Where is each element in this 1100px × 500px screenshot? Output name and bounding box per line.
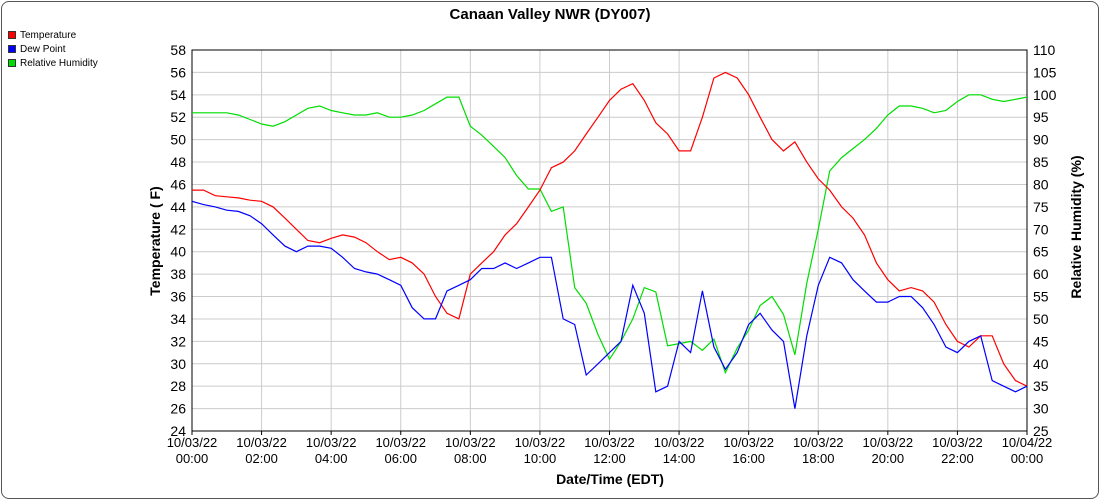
left-tick-label: 40 (170, 244, 186, 260)
right-tick-label: 40 (1033, 356, 1049, 372)
x-tick-time: 18:00 (802, 451, 835, 466)
right-tick-label: 85 (1033, 154, 1049, 170)
x-tick-time: 08:00 (454, 451, 487, 466)
right-tick-label: 110 (1033, 42, 1056, 58)
right-tick-label: 105 (1033, 64, 1057, 80)
x-tick-time: 04:00 (315, 451, 348, 466)
x-tick-time: 02:00 (245, 451, 278, 466)
x-tick-date: 10/03/22 (167, 435, 218, 450)
left-tick-label: 48 (170, 154, 186, 170)
left-tick-label: 52 (170, 109, 186, 125)
grid (191, 49, 1028, 432)
series-line-relative-humidity (192, 94, 1028, 375)
x-tick-date: 10/03/22 (375, 435, 426, 450)
x-tick-time: 00:00 (1011, 451, 1044, 466)
right-tick-label: 90 (1033, 132, 1049, 148)
legend: Temperature Dew Point Relative Humidity (8, 28, 98, 70)
left-tick-label: 44 (170, 199, 186, 215)
legend-swatch (8, 59, 16, 67)
x-tick-time: 00:00 (176, 451, 209, 466)
chart-title: Canaan Valley NWR (DY007) (450, 6, 651, 23)
right-tick-label: 65 (1033, 244, 1049, 260)
left-tick-label: 32 (170, 333, 186, 349)
right-tick-label: 45 (1033, 333, 1049, 349)
left-tick-label: 26 (170, 401, 186, 417)
legend-label: Dew Point (20, 43, 66, 55)
left-tick-label: 46 (170, 176, 186, 192)
right-tick-label: 80 (1033, 176, 1049, 192)
left-tick-label: 42 (170, 221, 186, 237)
right-tick-label: 70 (1033, 221, 1049, 237)
right-tick-label: 35 (1033, 378, 1049, 394)
left-axis: 24 26 28 30 32 34 36 38 40 42 44 46 48 50 52 54 56 58 (170, 42, 186, 439)
legend-item: Temperature (8, 28, 98, 42)
left-axis-label: Temperature ( F) (147, 186, 163, 295)
x-tick-time: 14:00 (663, 451, 696, 466)
x-tick-date: 10/03/22 (793, 435, 844, 450)
left-tick-label: 50 (170, 132, 186, 148)
left-tick-label: 34 (170, 311, 186, 327)
right-tick-label: 60 (1033, 266, 1049, 282)
series-layer (191, 71, 1028, 409)
x-tick-date: 10/03/22 (723, 435, 774, 450)
x-axis: 10/03/2200:0010/03/2202:0010/03/2204:001… (167, 431, 1053, 466)
left-tick-label: 58 (170, 42, 186, 58)
legend-swatch (8, 45, 16, 53)
x-tick-date: 10/03/22 (863, 435, 914, 450)
x-tick-time: 06:00 (384, 451, 417, 466)
series-line-temperature (192, 71, 1028, 387)
left-tick-label: 28 (170, 378, 186, 394)
x-tick-time: 12:00 (593, 451, 626, 466)
series-line-dew-point (191, 200, 1028, 409)
x-tick-date: 10/03/22 (445, 435, 496, 450)
x-tick-date: 10/03/22 (236, 435, 287, 450)
legend-swatch (8, 31, 16, 39)
right-tick-label: 30 (1033, 401, 1049, 417)
right-tick-label: 50 (1033, 311, 1049, 327)
x-tick-date: 10/04/22 (1002, 435, 1053, 450)
left-tick-label: 38 (170, 266, 186, 282)
x-tick-date: 10/03/22 (584, 435, 635, 450)
legend-item: Relative Humidity (8, 56, 98, 70)
x-tick-date: 10/03/22 (306, 435, 357, 450)
right-tick-label: 25 (1033, 423, 1049, 439)
right-tick-label: 95 (1033, 109, 1049, 125)
left-tick-label: 54 (170, 87, 186, 103)
legend-label: Temperature (20, 29, 77, 41)
left-tick-label: 30 (170, 356, 186, 372)
right-tick-label: 55 (1033, 289, 1049, 305)
x-tick-date: 10/03/22 (932, 435, 983, 450)
right-axis-label: Relative Humidity (%) (1068, 155, 1084, 298)
legend-item: Dew Point (8, 42, 98, 56)
right-axis: 25 30 35 40 45 50 55 60 65 70 75 80 85 90 95 100 105 110 (1033, 42, 1057, 439)
legend-label: Relative Humidity (20, 57, 98, 69)
x-tick-date: 10/03/22 (515, 435, 566, 450)
right-tick-label: 75 (1033, 199, 1049, 215)
right-tick-label: 100 (1033, 87, 1057, 103)
x-axis-label: Date/Time (EDT) (556, 471, 664, 487)
x-tick-time: 10:00 (524, 451, 557, 466)
left-tick-label: 24 (170, 423, 186, 439)
x-tick-time: 16:00 (732, 451, 765, 466)
x-tick-date: 10/03/22 (654, 435, 705, 450)
left-tick-label: 56 (170, 64, 186, 80)
x-tick-time: 20:00 (872, 451, 905, 466)
left-tick-label: 36 (170, 289, 186, 305)
x-tick-time: 22:00 (941, 451, 974, 466)
